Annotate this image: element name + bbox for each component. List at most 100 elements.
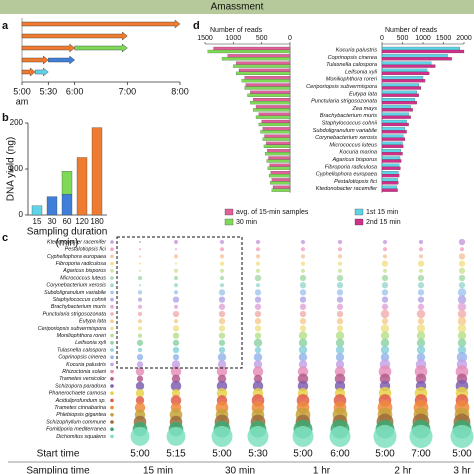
bubble xyxy=(254,346,262,354)
bubble xyxy=(172,310,180,318)
bubble xyxy=(137,290,143,295)
bubble xyxy=(135,396,145,405)
bar xyxy=(262,127,291,131)
bar xyxy=(227,54,291,58)
bubble xyxy=(218,346,226,354)
bubble xyxy=(299,318,307,325)
bubble xyxy=(219,261,225,266)
bubble xyxy=(335,345,345,355)
bubble xyxy=(381,274,389,282)
bar-segment xyxy=(46,196,58,216)
legend-swatch xyxy=(354,218,364,226)
bubble xyxy=(247,425,269,447)
bubble xyxy=(254,274,262,282)
bar xyxy=(268,156,291,160)
bar xyxy=(247,93,291,97)
bubble xyxy=(135,389,145,398)
bubble xyxy=(300,261,306,266)
bar xyxy=(253,108,291,112)
panel-label: c xyxy=(2,232,8,244)
x-tick-label: 500 xyxy=(397,35,409,42)
bubble xyxy=(134,402,146,413)
species-key xyxy=(110,405,114,410)
bubble xyxy=(298,360,308,369)
species-label: Kocuria palustris xyxy=(336,47,378,53)
species-label: Zea mays xyxy=(351,106,377,112)
bubble xyxy=(458,260,466,267)
species-key xyxy=(110,261,114,266)
bar xyxy=(260,130,291,134)
bubble xyxy=(299,282,307,289)
species-key xyxy=(110,427,114,432)
start-time: 6:00 xyxy=(330,449,350,460)
species-label: Moniliophthora roreri xyxy=(57,333,107,339)
bubble xyxy=(416,324,426,333)
bar xyxy=(381,174,400,178)
bubble xyxy=(219,254,225,259)
bubble xyxy=(136,339,144,346)
bubble xyxy=(173,268,179,273)
bubble xyxy=(172,339,180,346)
bubble xyxy=(218,303,226,310)
am-note: am xyxy=(16,96,29,106)
header-title: Amassment xyxy=(211,2,264,13)
species-key xyxy=(110,319,114,324)
bubble xyxy=(171,389,181,398)
species-label: Ktedonobacter racemifer xyxy=(47,239,106,245)
bubble xyxy=(416,345,426,355)
bar xyxy=(381,134,404,138)
bubble xyxy=(336,310,344,318)
bubble xyxy=(135,381,145,391)
bubble xyxy=(334,380,346,392)
species-key xyxy=(110,341,114,345)
bubble xyxy=(334,373,346,385)
bubble xyxy=(380,331,390,340)
bubble xyxy=(254,332,262,339)
bar xyxy=(381,178,398,182)
x-tick-label: 1500 xyxy=(436,35,452,42)
bubble xyxy=(172,354,180,361)
bubble xyxy=(416,338,426,347)
bubble xyxy=(254,303,262,310)
species-key xyxy=(110,355,114,360)
bubble xyxy=(297,366,309,377)
bubble xyxy=(297,373,309,385)
bubble xyxy=(218,318,226,325)
bubble xyxy=(170,366,182,377)
species-label: Agaricus bisporus xyxy=(62,268,106,274)
species-key xyxy=(110,333,114,338)
species-key xyxy=(110,269,114,273)
header-bar xyxy=(0,0,474,14)
bubble xyxy=(457,331,467,340)
bar xyxy=(261,119,291,124)
panel-label: a xyxy=(2,20,9,32)
start-time: 5:00 xyxy=(452,449,472,460)
bar xyxy=(381,130,407,134)
bubble xyxy=(138,255,142,258)
x-tick-label: 5:30 xyxy=(40,86,58,96)
species-label: Eutypa lata xyxy=(79,319,106,325)
bubble xyxy=(255,247,261,252)
bubble xyxy=(458,282,466,289)
species-label: Subdoligranulum variabile xyxy=(313,128,377,134)
bubble xyxy=(173,254,179,259)
species-label: Cyphellophora europaea xyxy=(47,254,106,260)
bubble xyxy=(456,351,468,363)
species-label: Brachybacterium muris xyxy=(51,304,106,310)
bubble xyxy=(457,338,467,347)
bubble xyxy=(300,247,306,252)
bubble xyxy=(382,239,388,245)
bubble xyxy=(174,262,178,265)
bubble xyxy=(218,289,226,296)
bar xyxy=(381,100,417,105)
bar xyxy=(381,108,413,112)
bar xyxy=(381,61,432,65)
bar xyxy=(266,141,291,145)
x-tick-label: 7:00 xyxy=(119,86,137,96)
bar xyxy=(233,64,291,68)
start-time: 5:00 xyxy=(375,449,395,460)
species-key xyxy=(110,247,114,251)
bubble xyxy=(457,309,467,319)
bubble xyxy=(255,254,261,259)
species-key xyxy=(110,377,114,381)
